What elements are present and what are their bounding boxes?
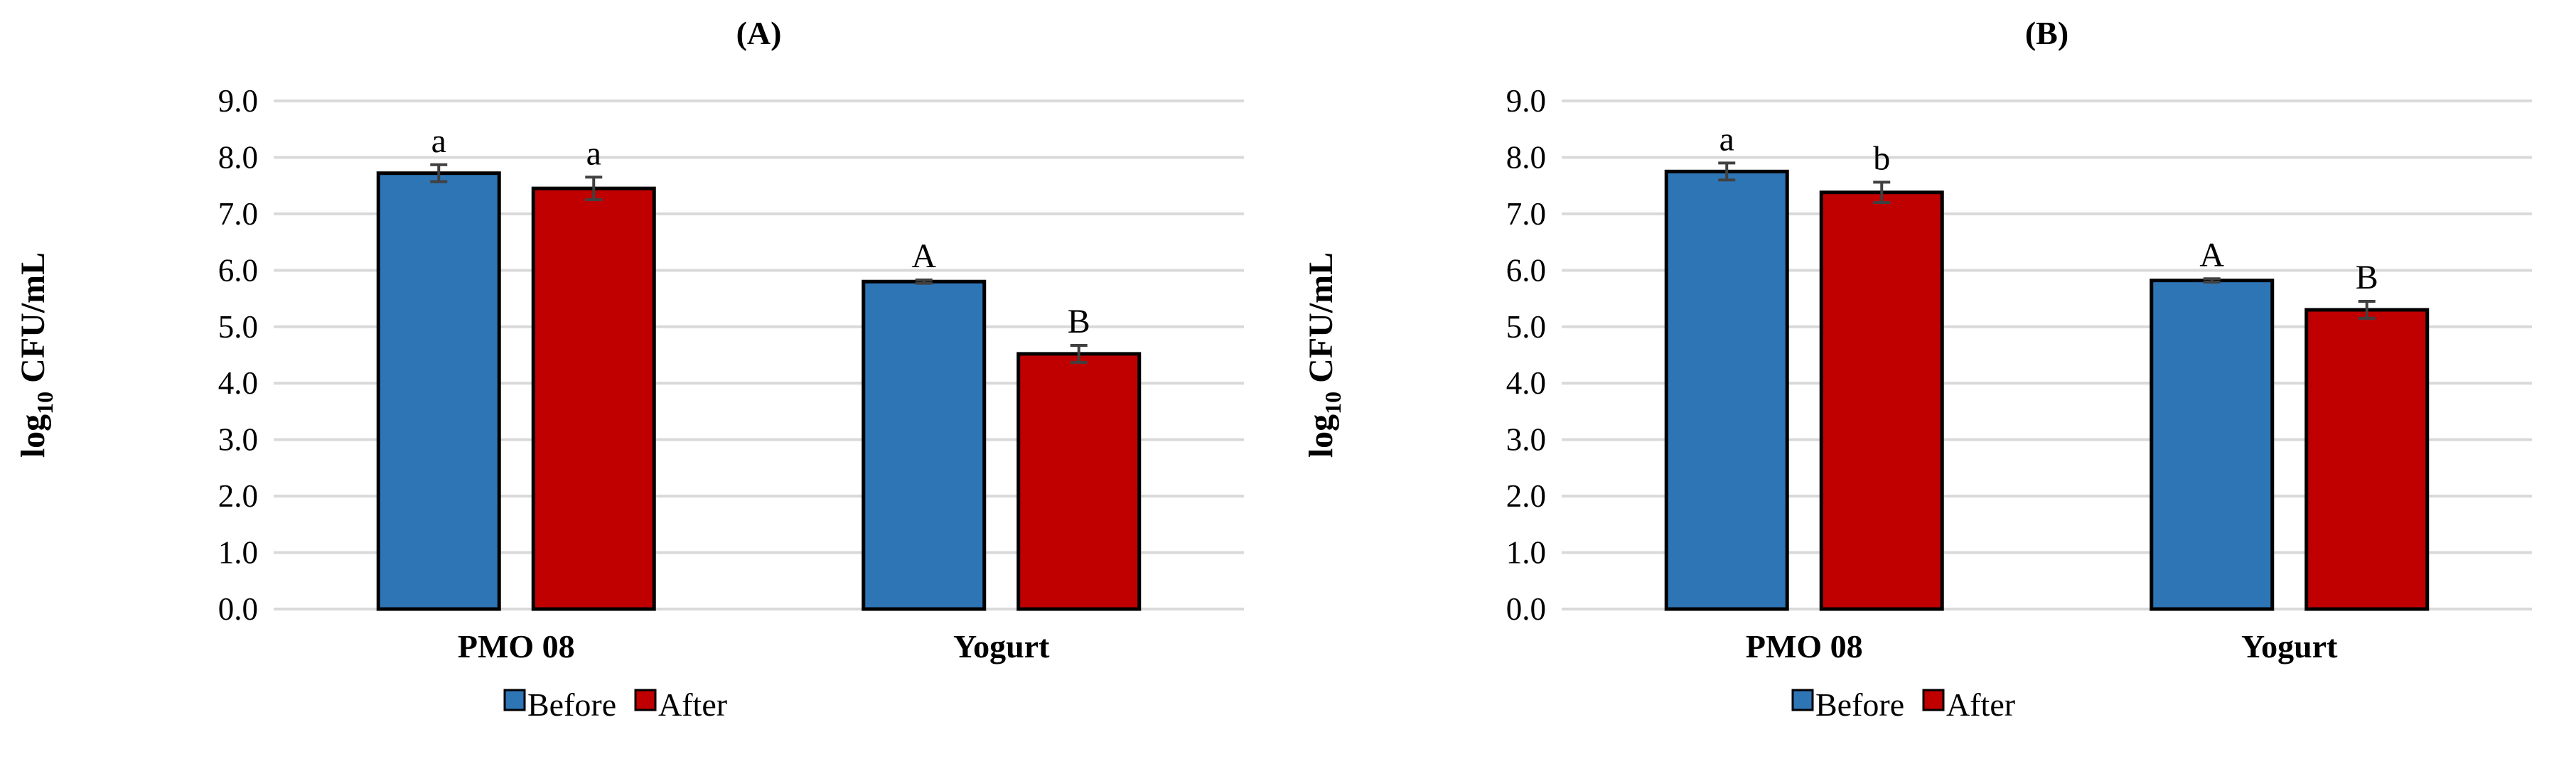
legend-swatch — [1791, 689, 1814, 711]
y-tick-label: 9.0 — [1506, 83, 1546, 119]
significance-label: A — [911, 237, 936, 275]
y-axis-label-main: log — [1302, 414, 1340, 458]
x-category-label: PMO 08 — [1746, 628, 1863, 664]
x-category-label: PMO 08 — [458, 628, 575, 664]
y-tick-label: 1.0 — [1506, 535, 1546, 571]
legend-label: Before — [527, 687, 616, 723]
y-axis-label-subscript: 10 — [32, 392, 58, 414]
y-tick-label: 6.0 — [218, 252, 258, 288]
significance-label: a — [1719, 120, 1734, 158]
bar-after-0 — [531, 186, 656, 611]
legend-item-after: After — [1922, 687, 2015, 723]
chart-title: (A) — [736, 15, 782, 51]
significance-label: B — [2356, 259, 2378, 296]
significance-label: a — [586, 134, 601, 172]
y-axis-label: log10 CFU/mL — [1302, 252, 1346, 458]
legend-label: After — [658, 687, 727, 723]
y-tick-label: 0.0 — [218, 591, 258, 627]
y-tick-label: 6.0 — [1506, 252, 1546, 288]
legend-item-before: Before — [503, 687, 616, 723]
y-axis-label-subscript: 10 — [1320, 392, 1346, 414]
x-category-label: Yogurt — [2241, 628, 2338, 664]
error-bar — [585, 176, 603, 202]
bar-before-1 — [862, 279, 987, 611]
legend-swatch — [503, 689, 526, 711]
error-bar — [915, 278, 933, 285]
legend-label: After — [1946, 687, 2015, 723]
y-tick-label: 4.0 — [218, 365, 258, 401]
y-tick-label: 5.0 — [218, 309, 258, 345]
error-bar — [1873, 181, 1891, 204]
y-tick-label: 3.0 — [1506, 422, 1546, 458]
chart-a-svg: a a A B 0.0 1.0 2.0 3.0 4.0 5.0 6.0 7.0 8.0 9.0 PMO … — [14, 15, 1244, 723]
y-tick-label: 8.0 — [1506, 139, 1546, 175]
error-bar — [1070, 343, 1088, 364]
y-axis-label-main: log — [14, 414, 52, 458]
y-tick-label: 0.0 — [1506, 591, 1546, 627]
legend-item-after: After — [634, 687, 727, 723]
significance-label: b — [1873, 139, 1890, 177]
x-category-label: Yogurt — [953, 628, 1050, 664]
bar-before-1 — [2150, 279, 2275, 611]
y-tick-label: 7.0 — [1506, 196, 1546, 232]
bar-after-0 — [1819, 190, 1944, 611]
y-tick-label: 3.0 — [218, 422, 258, 458]
legend-swatch — [634, 689, 657, 711]
y-tick-label: 4.0 — [1506, 365, 1546, 401]
y-tick-label: 2.0 — [1506, 478, 1546, 514]
chart-panel-a: a a A B 0.0 1.0 2.0 3.0 4.0 5.0 6.0 7.0 8.0 9.0 PMO … — [14, 15, 1244, 723]
chart-title: (B) — [2025, 15, 2068, 51]
chart-b-svg: a b A B 0.0 1.0 2.0 3.0 4.0 5.0 6.0 7.0 8.0 9.0 PMO … — [1302, 15, 2532, 723]
y-tick-label: 9.0 — [218, 83, 258, 119]
y-axis-label-unit: CFU/mL — [14, 252, 52, 392]
bar-before-0 — [1664, 169, 1789, 611]
legend-swatch — [1922, 689, 1945, 711]
significance-label: B — [1068, 303, 1090, 340]
legend-label: Before — [1815, 687, 1904, 723]
error-bar — [1718, 161, 1736, 182]
chart-panel-b: a b A B 0.0 1.0 2.0 3.0 4.0 5.0 6.0 7.0 8.0 9.0 PMO … — [1288, 0, 2576, 759]
bar-before-0 — [376, 171, 501, 611]
y-axis-label-unit: CFU/mL — [1302, 252, 1340, 392]
bar-after-1 — [1016, 352, 1142, 611]
error-bar — [430, 163, 448, 183]
bar-after-1 — [2304, 308, 2430, 611]
error-bar — [2203, 277, 2221, 284]
legend-item-before: Before — [1791, 687, 1904, 723]
y-tick-label: 5.0 — [1506, 309, 1546, 345]
significance-label: a — [431, 122, 446, 160]
significance-label: A — [2199, 236, 2224, 274]
y-tick-label: 8.0 — [218, 139, 258, 175]
y-tick-label: 2.0 — [218, 478, 258, 514]
error-bar — [2358, 300, 2376, 320]
legend: Before After — [1791, 687, 2015, 723]
y-tick-label: 1.0 — [218, 535, 258, 571]
y-tick-label: 7.0 — [218, 196, 258, 232]
y-axis-label: log10 CFU/mL — [14, 252, 58, 458]
legend: Before After — [503, 687, 727, 723]
